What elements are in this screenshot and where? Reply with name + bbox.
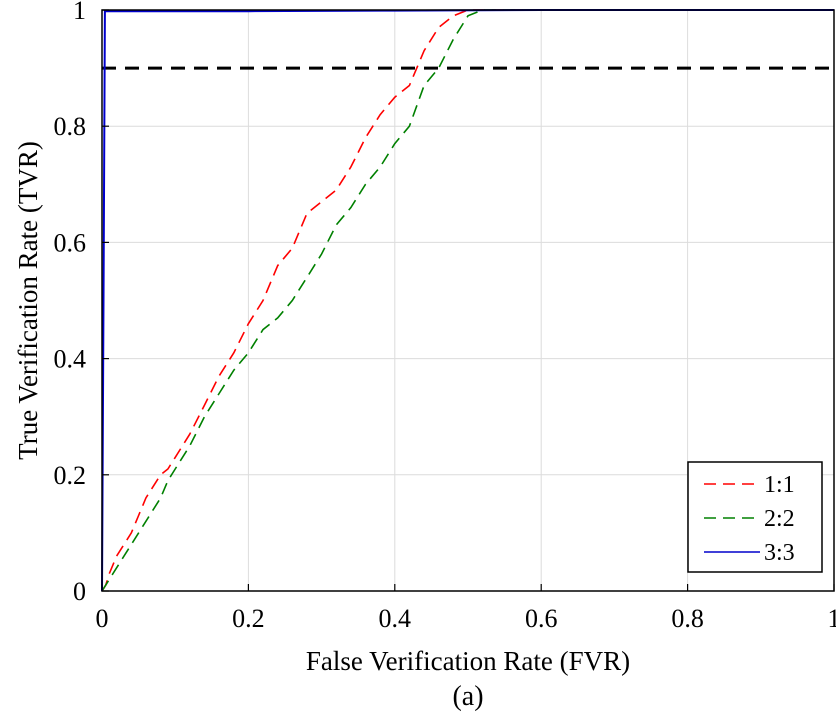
x-tick-label-4: 0.8: [671, 604, 704, 633]
y-tick-label-3: 0.6: [54, 228, 87, 257]
x-tick-label-0: 0: [96, 604, 109, 633]
legend-label-2: 3:3: [764, 540, 795, 566]
y-tick-label-2: 0.4: [54, 345, 87, 374]
y-tick-label-0: 0: [73, 577, 86, 606]
y-axis-title: True Verification Rate (TVR): [13, 141, 43, 460]
grid-lines: [102, 10, 834, 591]
y-tick-label-4: 0.8: [54, 112, 87, 141]
legend-box: [687, 461, 823, 573]
figure-caption: (a): [452, 681, 483, 712]
axis-ticks: 0 0.2 0.4 0.6 0.8 1 0 0.2 0.4 0.6 0.8 1: [54, 0, 836, 633]
x-tick-label-5: 1: [828, 604, 836, 633]
legend-label-0: 1:1: [764, 472, 795, 498]
plot-frame: [101, 9, 835, 592]
series-line-1: [101, 9, 834, 592]
x-tick-label-2: 0.4: [379, 604, 412, 633]
legend: 1:1 2:2 3:3: [687, 461, 823, 573]
series-line-0: [101, 9, 834, 592]
y-tick-label-5: 1: [73, 0, 86, 25]
legend-label-1: 2:2: [764, 506, 795, 532]
x-tick-label-1: 0.2: [232, 604, 265, 633]
x-axis-title: False Verification Rate (FVR): [306, 646, 630, 676]
x-tick-label-3: 0.6: [525, 604, 558, 633]
y-tick-label-1: 0.2: [54, 461, 87, 490]
